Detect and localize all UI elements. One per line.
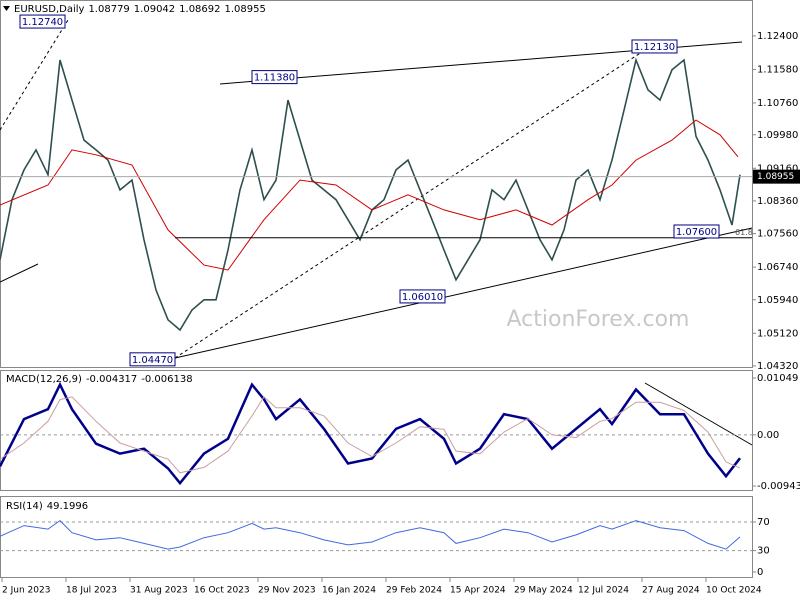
annotation-box [251, 70, 298, 85]
price-panel [0, 0, 753, 368]
y-tick-label: 1.10760 [757, 98, 798, 109]
annotation-box [19, 14, 66, 29]
x-tick-label: 29 May 2024 [514, 586, 573, 596]
series-line [0, 381, 741, 486]
y-tick-label: 1.08360 [757, 196, 798, 207]
x-tick-label: 29 Feb 2024 [386, 586, 442, 596]
panel-title-name: EURUSD,Daily [14, 4, 85, 15]
channel-lower [174, 227, 753, 359]
y-tick-label: 1.12400 [757, 31, 798, 42]
annotation-label: 1.07600 [676, 227, 717, 238]
y-tick-label: -0.009435 [757, 481, 800, 492]
header-value: -0.006138 [141, 374, 192, 385]
trend-dotted [174, 47, 649, 359]
annotation-box [631, 39, 678, 54]
y-tick-label: 70 [757, 517, 770, 528]
x-tick-label: 29 Nov 2023 [258, 586, 316, 596]
panel-title: EURUSD,Daily 1.08779 1.09042 1.08692 1.08955 [14, 4, 266, 15]
panel-title-name: MACD(12,26,9) [6, 374, 82, 385]
x-tick-label: 15 Apr 2024 [450, 586, 506, 596]
header-value: 1.09042 [134, 4, 175, 15]
header-value: -0.004317 [86, 374, 137, 385]
y-tick-label: 1.06740 [757, 262, 798, 273]
watermark: ActionForex.com [507, 307, 690, 332]
current-price-box [753, 169, 800, 184]
y-tick-label: 30 [757, 546, 770, 557]
annotation-label: 1.06010 [402, 292, 443, 303]
header-value: 1.08955 [225, 4, 266, 15]
rsi-panel [0, 496, 753, 578]
series-line [0, 396, 741, 474]
y-tick-label: 1.05120 [757, 328, 798, 339]
x-tick-label: 12 Jul 2024 [578, 586, 629, 596]
y-tick-label: 1.11580 [757, 64, 798, 75]
panel-title: MACD(12,26,9) -0.004317 -0.006138 [6, 374, 193, 385]
y-tick-label: 1.07560 [757, 229, 798, 240]
header-value: 1.08779 [88, 4, 129, 15]
trend-line [0, 263, 39, 283]
annotation-box [673, 224, 720, 239]
y-tick-label: 0.01049 [757, 373, 798, 384]
x-tick-label: 16 Oct 2023 [194, 586, 250, 596]
x-tick-label: 18 Jul 2023 [66, 586, 117, 596]
header-value: 49.1996 [47, 501, 88, 512]
annotation-box [129, 352, 176, 367]
x-tick-label: 10 Oct 2024 [706, 586, 762, 596]
y-tick-label: 1.05940 [757, 295, 798, 306]
y-tick-label: 0 [757, 567, 763, 578]
x-tick-label: 16 Jan 2024 [322, 586, 376, 596]
panel-title-name: RSI(14) [6, 501, 43, 512]
annotation-label: 1.12740 [22, 17, 63, 28]
fib-label: 61.8 [735, 228, 753, 237]
y-tick-label: 1.09980 [757, 130, 798, 141]
annotation-label: 1.12130 [634, 42, 675, 53]
header-value: 1.08692 [179, 4, 220, 15]
current-price-label: 1.08955 [757, 172, 794, 182]
series-line [0, 119, 739, 271]
annotation-box [399, 289, 446, 304]
menu-triangle [3, 6, 10, 11]
y-tick-label: 1.04320 [757, 361, 798, 372]
series-line [0, 519, 741, 550]
y-tick-label: 0.00 [757, 430, 779, 441]
panel-title: RSI(14) 49.1996 [6, 501, 88, 512]
y-tick-label: 1.09160 [757, 163, 798, 174]
macd-panel [0, 370, 753, 491]
x-tick-label: 27 Aug 2024 [642, 586, 700, 596]
annotation-label: 1.04470 [132, 355, 173, 366]
annotation-label: 1.11380 [254, 73, 295, 84]
x-tick-label: 31 Aug 2023 [130, 586, 188, 596]
x-tick-label: 2 Jun 2023 [2, 586, 50, 596]
